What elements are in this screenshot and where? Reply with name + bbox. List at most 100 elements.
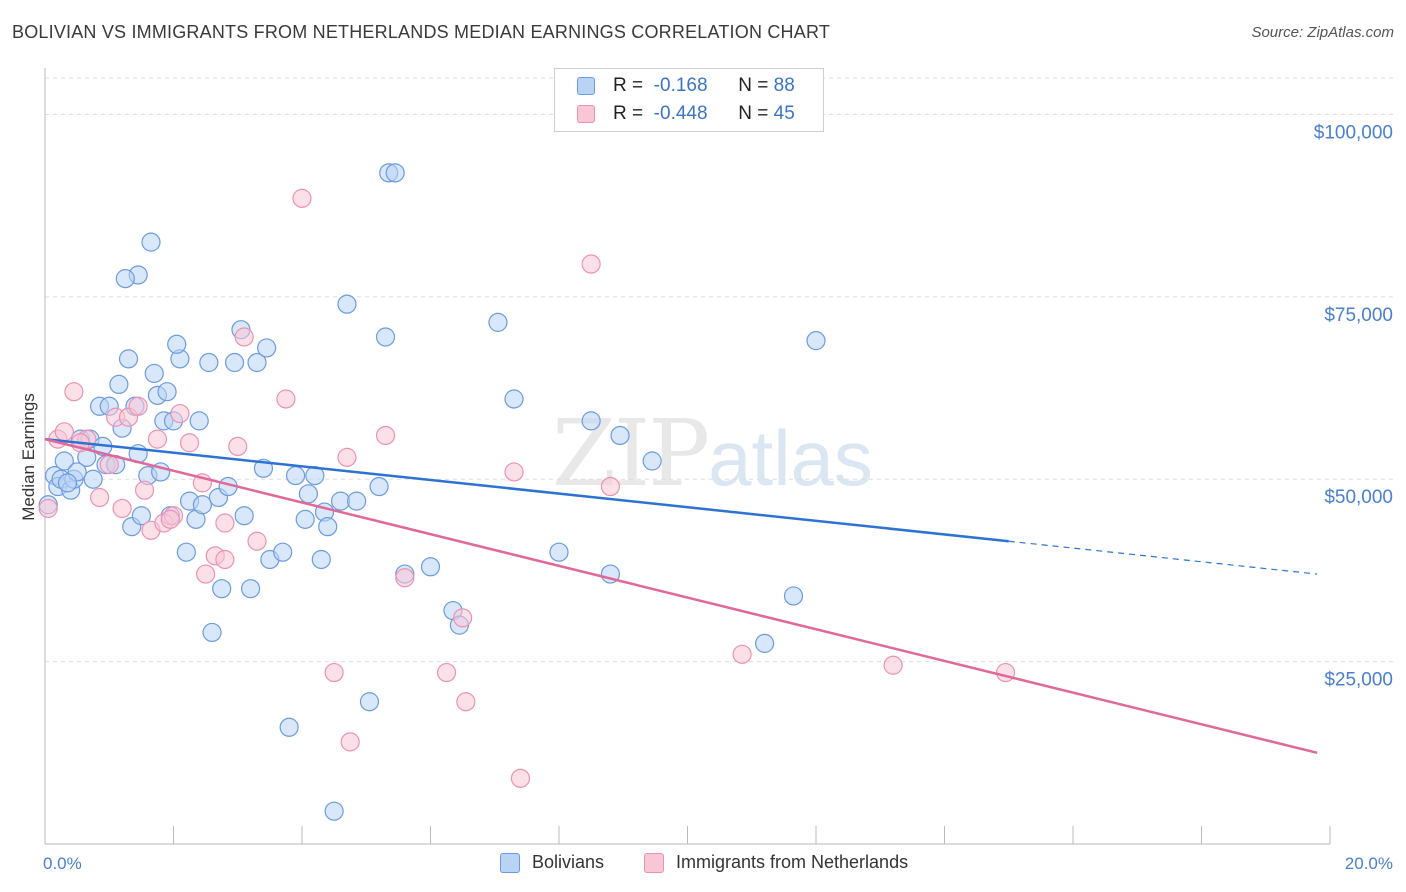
- bolivian-point: [115, 269, 135, 289]
- legend-r-label: R =: [613, 103, 644, 124]
- bolivian-point: [369, 476, 389, 497]
- bolivian-point: [273, 542, 293, 562]
- bolivian-point: [224, 352, 245, 373]
- netherlands-point: [883, 655, 903, 675]
- y-tick-label: $75,000: [1324, 305, 1393, 326]
- x-tick-label: 20.0%: [1345, 854, 1393, 873]
- netherlands-point: [228, 436, 248, 457]
- bolivian-point: [359, 692, 380, 712]
- netherlands-point: [456, 692, 476, 712]
- legend-n-label: N =: [738, 75, 769, 96]
- bolivian-point: [324, 801, 344, 821]
- legend-swatch-blue: [577, 77, 595, 95]
- source-credit: Source: ZipAtlas.com: [1251, 24, 1394, 41]
- y-tick-label: $25,000: [1324, 670, 1393, 691]
- netherlands-point: [160, 509, 180, 529]
- bolivian-point: [783, 586, 804, 606]
- bolivian-point: [144, 363, 164, 384]
- watermark-atlas: atlas: [708, 414, 873, 502]
- bolivian-point: [311, 549, 331, 570]
- bolivian-point: [247, 352, 267, 373]
- netherlands-trend-line: [44, 437, 1318, 755]
- bolivian-point: [504, 389, 524, 409]
- bolivian-point: [330, 491, 351, 511]
- bolivian-point: [131, 506, 151, 526]
- netherlands-point: [581, 254, 601, 274]
- y-tick-label: $100,000: [1314, 122, 1393, 143]
- netherlands-point: [99, 455, 119, 475]
- bolivian-point: [347, 491, 367, 511]
- netherlands-point: [38, 498, 58, 519]
- legend-row-bolivians: R = -0.168 N = 88: [577, 73, 795, 99]
- series-legend-label: Bolivians: [532, 852, 605, 872]
- netherlands-point: [64, 382, 84, 402]
- netherlands-point: [179, 433, 200, 453]
- bolivian-point: [234, 506, 254, 526]
- netherlands-point: [147, 429, 168, 449]
- legend-row-netherlands: R = -0.448 N = 45: [577, 101, 795, 127]
- series-legend-netherlands: Immigrants from Netherlands: [644, 852, 908, 873]
- watermark: ZIPatlas: [552, 400, 873, 507]
- bolivian-point: [118, 349, 139, 369]
- netherlands-point: [134, 480, 155, 500]
- bolivian-point: [202, 622, 222, 643]
- bolivian-point: [241, 579, 261, 599]
- netherlands-point: [324, 662, 344, 683]
- bolivian-trend-extension: [1008, 540, 1318, 575]
- bolivian-point: [285, 465, 306, 486]
- netherlands-point: [215, 549, 235, 570]
- bolivian-point: [610, 425, 630, 446]
- bolivian-point: [192, 495, 213, 515]
- netherlands-point: [292, 188, 312, 208]
- bolivian-point: [212, 579, 232, 599]
- bolivian-point: [167, 334, 187, 354]
- bolivian-point: [189, 411, 209, 431]
- netherlands-point: [215, 513, 235, 533]
- legend-r-label: R =: [613, 75, 644, 96]
- x-tick-label: 0.0%: [43, 854, 82, 873]
- bolivian-point: [83, 469, 103, 489]
- netherlands-point: [112, 498, 132, 519]
- netherlands-point: [436, 662, 457, 683]
- y-axis-label: Median Earnings: [19, 393, 38, 521]
- series-legend: Bolivians Immigrants from Netherlands: [0, 852, 1406, 878]
- netherlands-point: [395, 568, 415, 588]
- bolivian-point: [385, 163, 405, 183]
- series-legend-label: Immigrants from Netherlands: [676, 852, 909, 872]
- bolivian-point: [488, 312, 508, 332]
- netherlands-point: [995, 662, 1016, 683]
- netherlands-point: [504, 462, 524, 482]
- legend-r-value: -0.448: [653, 103, 708, 124]
- bolivian-point: [754, 633, 775, 653]
- bolivian-point: [109, 374, 129, 394]
- bolivian-point: [57, 473, 78, 493]
- legend-r-value: -0.168: [653, 75, 708, 96]
- bolivian-point: [295, 509, 315, 529]
- netherlands-point: [453, 608, 473, 628]
- bolivian-point: [337, 294, 357, 314]
- watermark-zip: ZIP: [552, 400, 710, 507]
- series-legend-bolivians: Bolivians: [500, 852, 604, 873]
- bolivian-point: [279, 717, 299, 737]
- netherlands-point: [128, 396, 148, 416]
- bolivian-point: [420, 557, 441, 577]
- netherlands-point: [90, 487, 110, 508]
- bolivian-point: [257, 338, 277, 358]
- netherlands-point: [276, 389, 296, 409]
- netherlands-point: [170, 403, 190, 424]
- bolivian-trend-line: [44, 437, 1009, 543]
- legend-n-value: 45: [773, 103, 795, 124]
- correlation-legend: R = -0.168 N = 88 R = -0.448 N = 45: [554, 68, 824, 132]
- netherlands-point: [234, 327, 254, 347]
- netherlands-point: [54, 422, 74, 442]
- bolivian-point: [199, 352, 219, 373]
- netherlands-point: [732, 644, 752, 664]
- netherlands-point: [375, 425, 396, 446]
- bolivian-point: [806, 331, 826, 351]
- y-tick-label: $50,000: [1324, 487, 1393, 508]
- netherlands-point: [247, 531, 267, 551]
- bolivian-point: [549, 542, 569, 562]
- bolivian-point: [54, 451, 74, 471]
- bolivian-point: [176, 542, 196, 562]
